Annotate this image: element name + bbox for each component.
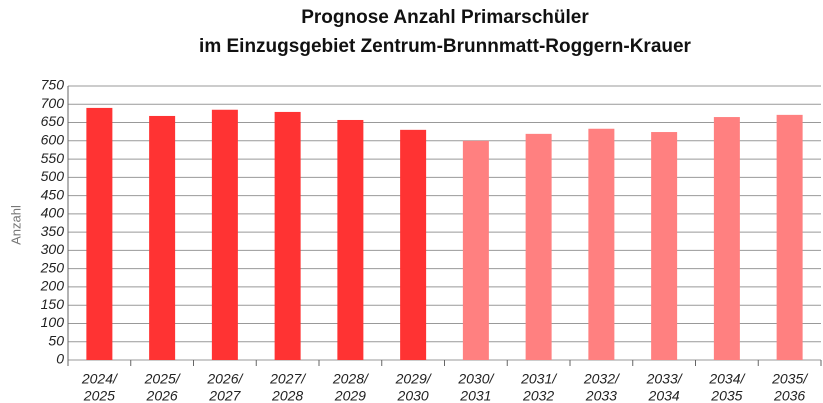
x-tick-label: 2028 [271, 388, 303, 403]
chart-title: im Einzugsgebiet Zentrum-Brunnmatt-Rogge… [199, 36, 692, 57]
bar [337, 119, 364, 360]
x-tick-label: 2035/ [771, 371, 809, 387]
x-tick-label: 2027/ [269, 371, 307, 387]
x-tick-label: 2027 [208, 388, 241, 403]
y-tick-label: 150 [41, 296, 65, 312]
bar [149, 115, 176, 360]
bar [588, 128, 615, 360]
bar [274, 111, 301, 361]
x-tick-label: 2031 [459, 388, 491, 403]
chart-title: Prognose Anzahl Primarschüler [301, 7, 589, 28]
x-tick-label: 2032 [522, 388, 554, 403]
x-tick-label: 2036 [773, 388, 805, 403]
y-tick-label: 50 [48, 332, 64, 348]
x-tick-label: 2029/ [395, 371, 433, 387]
y-tick-label: 300 [41, 241, 65, 257]
x-tick-label: 2030 [397, 388, 429, 403]
x-tick-label: 2025/ [144, 371, 182, 387]
y-tick-label: 450 [41, 186, 65, 202]
y-tick-label: 700 [41, 95, 65, 111]
bar [651, 132, 678, 360]
x-tick-label: 2025 [83, 388, 115, 403]
x-tick-label: 2026/ [206, 371, 244, 387]
bar [86, 107, 113, 360]
y-tick-label: 650 [41, 113, 65, 129]
y-tick-label: 200 [40, 278, 65, 294]
x-tick-label: 2031/ [520, 371, 558, 387]
x-tick-label: 2028/ [332, 371, 370, 387]
y-tick-label: 250 [40, 259, 65, 275]
bar [211, 109, 238, 360]
x-tick-label: 2029 [334, 388, 366, 403]
x-tick-label: 2034 [648, 388, 680, 403]
x-tick-label: 2026 [146, 388, 178, 403]
bar [400, 129, 427, 360]
y-tick-label: 500 [41, 168, 65, 184]
y-axis-label: Anzahl [8, 205, 23, 245]
y-tick-label: 100 [41, 314, 65, 330]
x-tick-label: 2032/ [583, 371, 621, 387]
bar [713, 117, 740, 360]
x-tick-label: 2033 [585, 388, 617, 403]
y-tick-label: 550 [41, 150, 65, 166]
y-tick-label: 600 [41, 132, 65, 148]
bar [525, 133, 552, 360]
x-tick-label: 2024/ [81, 371, 119, 387]
x-tick-label: 2035 [710, 388, 742, 403]
y-tick-label: 750 [41, 77, 65, 93]
x-tick-label: 2030/ [457, 371, 495, 387]
bar [776, 114, 803, 361]
bar [462, 140, 489, 360]
y-tick-label: 400 [41, 205, 65, 221]
y-tick-label: 0 [56, 351, 64, 367]
x-tick-label: 2034/ [708, 371, 746, 387]
y-tick-label: 350 [41, 223, 65, 239]
x-tick-label: 2033/ [646, 371, 684, 387]
